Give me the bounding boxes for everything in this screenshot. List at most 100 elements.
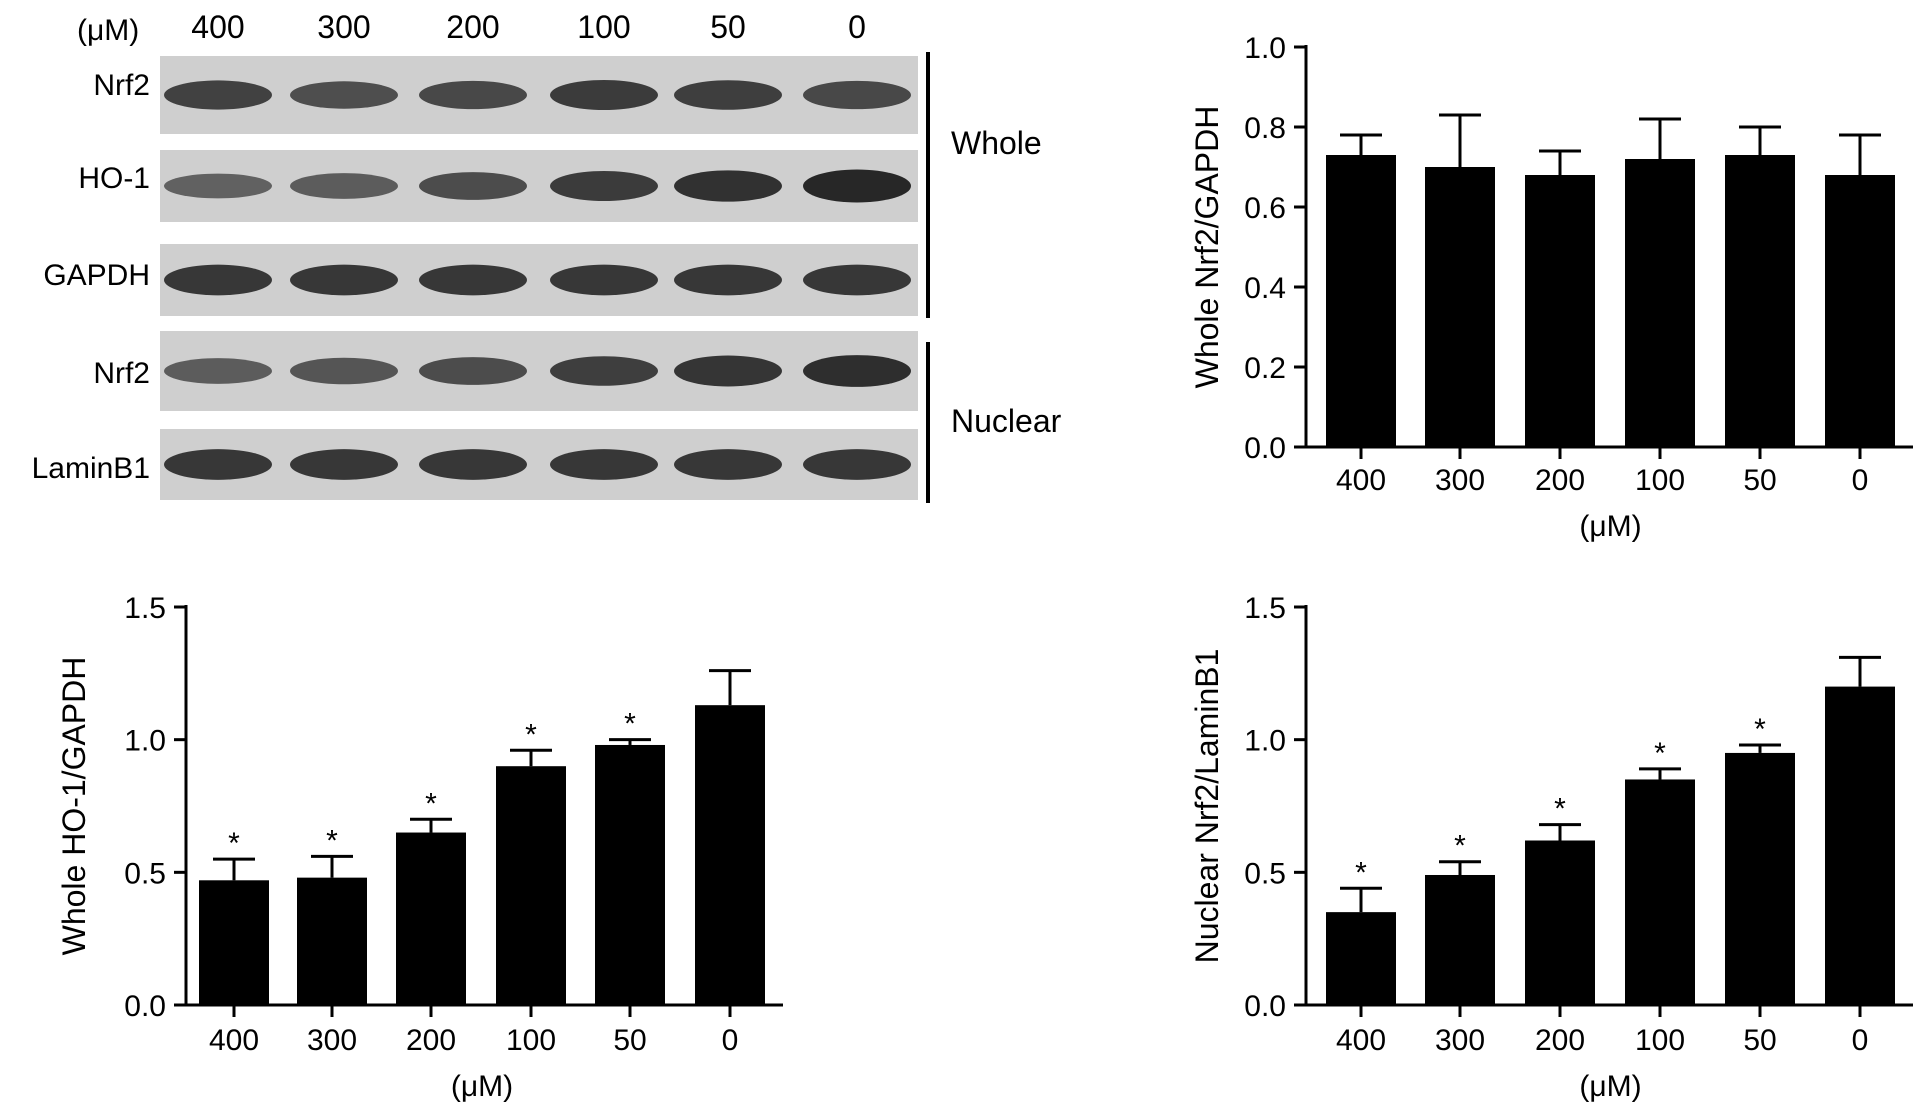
bar — [1425, 874, 1495, 1005]
y-tick-label: 0.4 — [1244, 272, 1286, 305]
blot-strip — [160, 150, 918, 222]
x-tick-label: 0 — [1852, 1024, 1869, 1057]
y-tick-label: 0.5 — [124, 857, 166, 890]
blot-band — [674, 355, 782, 387]
blot-lane-label: 0 — [848, 9, 866, 45]
x-tick-label: 100 — [1635, 464, 1685, 497]
blot-band — [419, 172, 527, 200]
bar — [1825, 686, 1895, 1005]
bar — [1825, 175, 1895, 447]
blot-band — [290, 449, 398, 480]
significance-marker: * — [326, 824, 338, 857]
bar — [695, 705, 765, 1005]
significance-marker: * — [425, 787, 437, 820]
blot-band — [550, 264, 658, 296]
blot-band — [290, 173, 398, 199]
y-tick-label: 0.0 — [124, 990, 166, 1023]
significance-marker: * — [1554, 793, 1566, 826]
bar — [1725, 752, 1795, 1005]
bar — [199, 880, 269, 1005]
significance-marker: * — [1754, 713, 1766, 746]
blot-band — [164, 173, 272, 199]
blot-strip — [160, 56, 918, 134]
chart-whole-ho1-gapdh: 0.0 0.5 1.0 1.5 Whole HO-1/GAPDH * 400 * 300 * 200… — [56, 592, 783, 1103]
x-tick-label: 200 — [1535, 1024, 1585, 1057]
western-blot-panel: (μM) 400 300 200 100 50 0 Nrf2 HO-1 GAPDH Nrf2 Lami… — [32, 9, 1062, 503]
x-tick-label: 400 — [1336, 1024, 1386, 1057]
group-label-whole: Whole — [951, 125, 1042, 161]
blot-band — [290, 357, 398, 385]
blot-band — [550, 170, 658, 202]
blot-band — [803, 264, 911, 296]
x-axis-label: (μM) — [451, 1070, 513, 1103]
bar — [1326, 155, 1396, 447]
blot-strip — [160, 331, 918, 411]
x-tick-label: 50 — [1743, 464, 1776, 497]
x-axis-label: (μM) — [1579, 1070, 1641, 1103]
x-tick-label: 100 — [506, 1024, 556, 1057]
bar — [1725, 155, 1795, 447]
y-tick-label: 0.6 — [1244, 192, 1286, 225]
x-tick-label: 50 — [1743, 1024, 1776, 1057]
blot-row-label: GAPDH — [43, 259, 150, 292]
blot-band — [550, 356, 658, 386]
x-tick-label: 200 — [1535, 464, 1585, 497]
x-tick-label: 300 — [1435, 464, 1485, 497]
significance-marker: * — [228, 827, 240, 860]
chart-nuclear-nrf2-laminb1: 0.0 0.5 1.0 1.5 Nuclear Nrf2/LaminB1 * 400 * 300… — [1189, 592, 1913, 1103]
significance-marker: * — [525, 718, 537, 751]
bar — [396, 832, 466, 1005]
blot-band — [290, 264, 398, 296]
blot-band — [674, 449, 782, 480]
x-axis-label: (μM) — [1579, 510, 1641, 543]
blot-row-label: Nrf2 — [93, 357, 150, 390]
blot-band — [164, 449, 272, 480]
x-tick-label: 300 — [307, 1024, 357, 1057]
blot-band — [419, 80, 527, 110]
bar — [1525, 840, 1595, 1005]
blot-band — [419, 357, 527, 385]
blot-row-label: HO-1 — [78, 162, 150, 195]
y-tick-label: 0.2 — [1244, 352, 1286, 385]
chart-whole-nrf2-gapdh: 0.0 0.2 0.4 0.6 0.8 1.0 Whole Nrf2/GAPDH 400 300… — [1189, 32, 1913, 543]
y-tick-label: 1.0 — [1244, 725, 1286, 758]
y-tick-label: 0.8 — [1244, 112, 1286, 145]
bar — [1625, 779, 1695, 1005]
y-axis-label: Nuclear Nrf2/LaminB1 — [1189, 649, 1225, 964]
y-tick-label: 1.5 — [1244, 592, 1286, 625]
y-axis-label: Whole Nrf2/GAPDH — [1189, 106, 1225, 389]
blot-band — [164, 80, 272, 110]
significance-marker: * — [1654, 737, 1666, 770]
blot-band — [674, 80, 782, 110]
blot-band — [164, 358, 272, 384]
x-tick-label: 50 — [613, 1024, 646, 1057]
blot-band — [290, 81, 398, 109]
y-tick-label: 0.0 — [1244, 432, 1286, 465]
significance-marker: * — [624, 708, 636, 741]
blot-band — [674, 170, 782, 202]
bar — [496, 766, 566, 1005]
significance-marker: * — [1355, 856, 1367, 889]
blot-lane-label: 100 — [577, 9, 630, 45]
x-tick-label: 200 — [406, 1024, 456, 1057]
bar — [1425, 167, 1495, 447]
bar — [1326, 912, 1396, 1005]
significance-marker: * — [1454, 830, 1466, 863]
blot-band — [550, 79, 658, 111]
group-label-nuclear: Nuclear — [951, 403, 1062, 439]
blot-band — [419, 449, 527, 480]
blot-band — [803, 169, 911, 203]
blot-band — [803, 80, 911, 110]
blot-lane-label: 400 — [191, 9, 244, 45]
blot-strip — [160, 244, 918, 316]
blot-band — [164, 264, 272, 296]
bar — [297, 877, 367, 1005]
y-tick-label: 1.5 — [124, 592, 166, 625]
y-axis-label: Whole HO-1/GAPDH — [56, 657, 92, 956]
blot-unit-label: (μM) — [77, 14, 139, 47]
x-tick-label: 400 — [1336, 464, 1386, 497]
y-tick-label: 1.0 — [124, 725, 166, 758]
blot-lane-label: 300 — [317, 9, 370, 45]
x-tick-label: 0 — [1852, 464, 1869, 497]
